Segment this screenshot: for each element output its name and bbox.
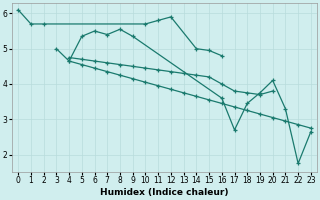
X-axis label: Humidex (Indice chaleur): Humidex (Indice chaleur) [100, 188, 229, 197]
